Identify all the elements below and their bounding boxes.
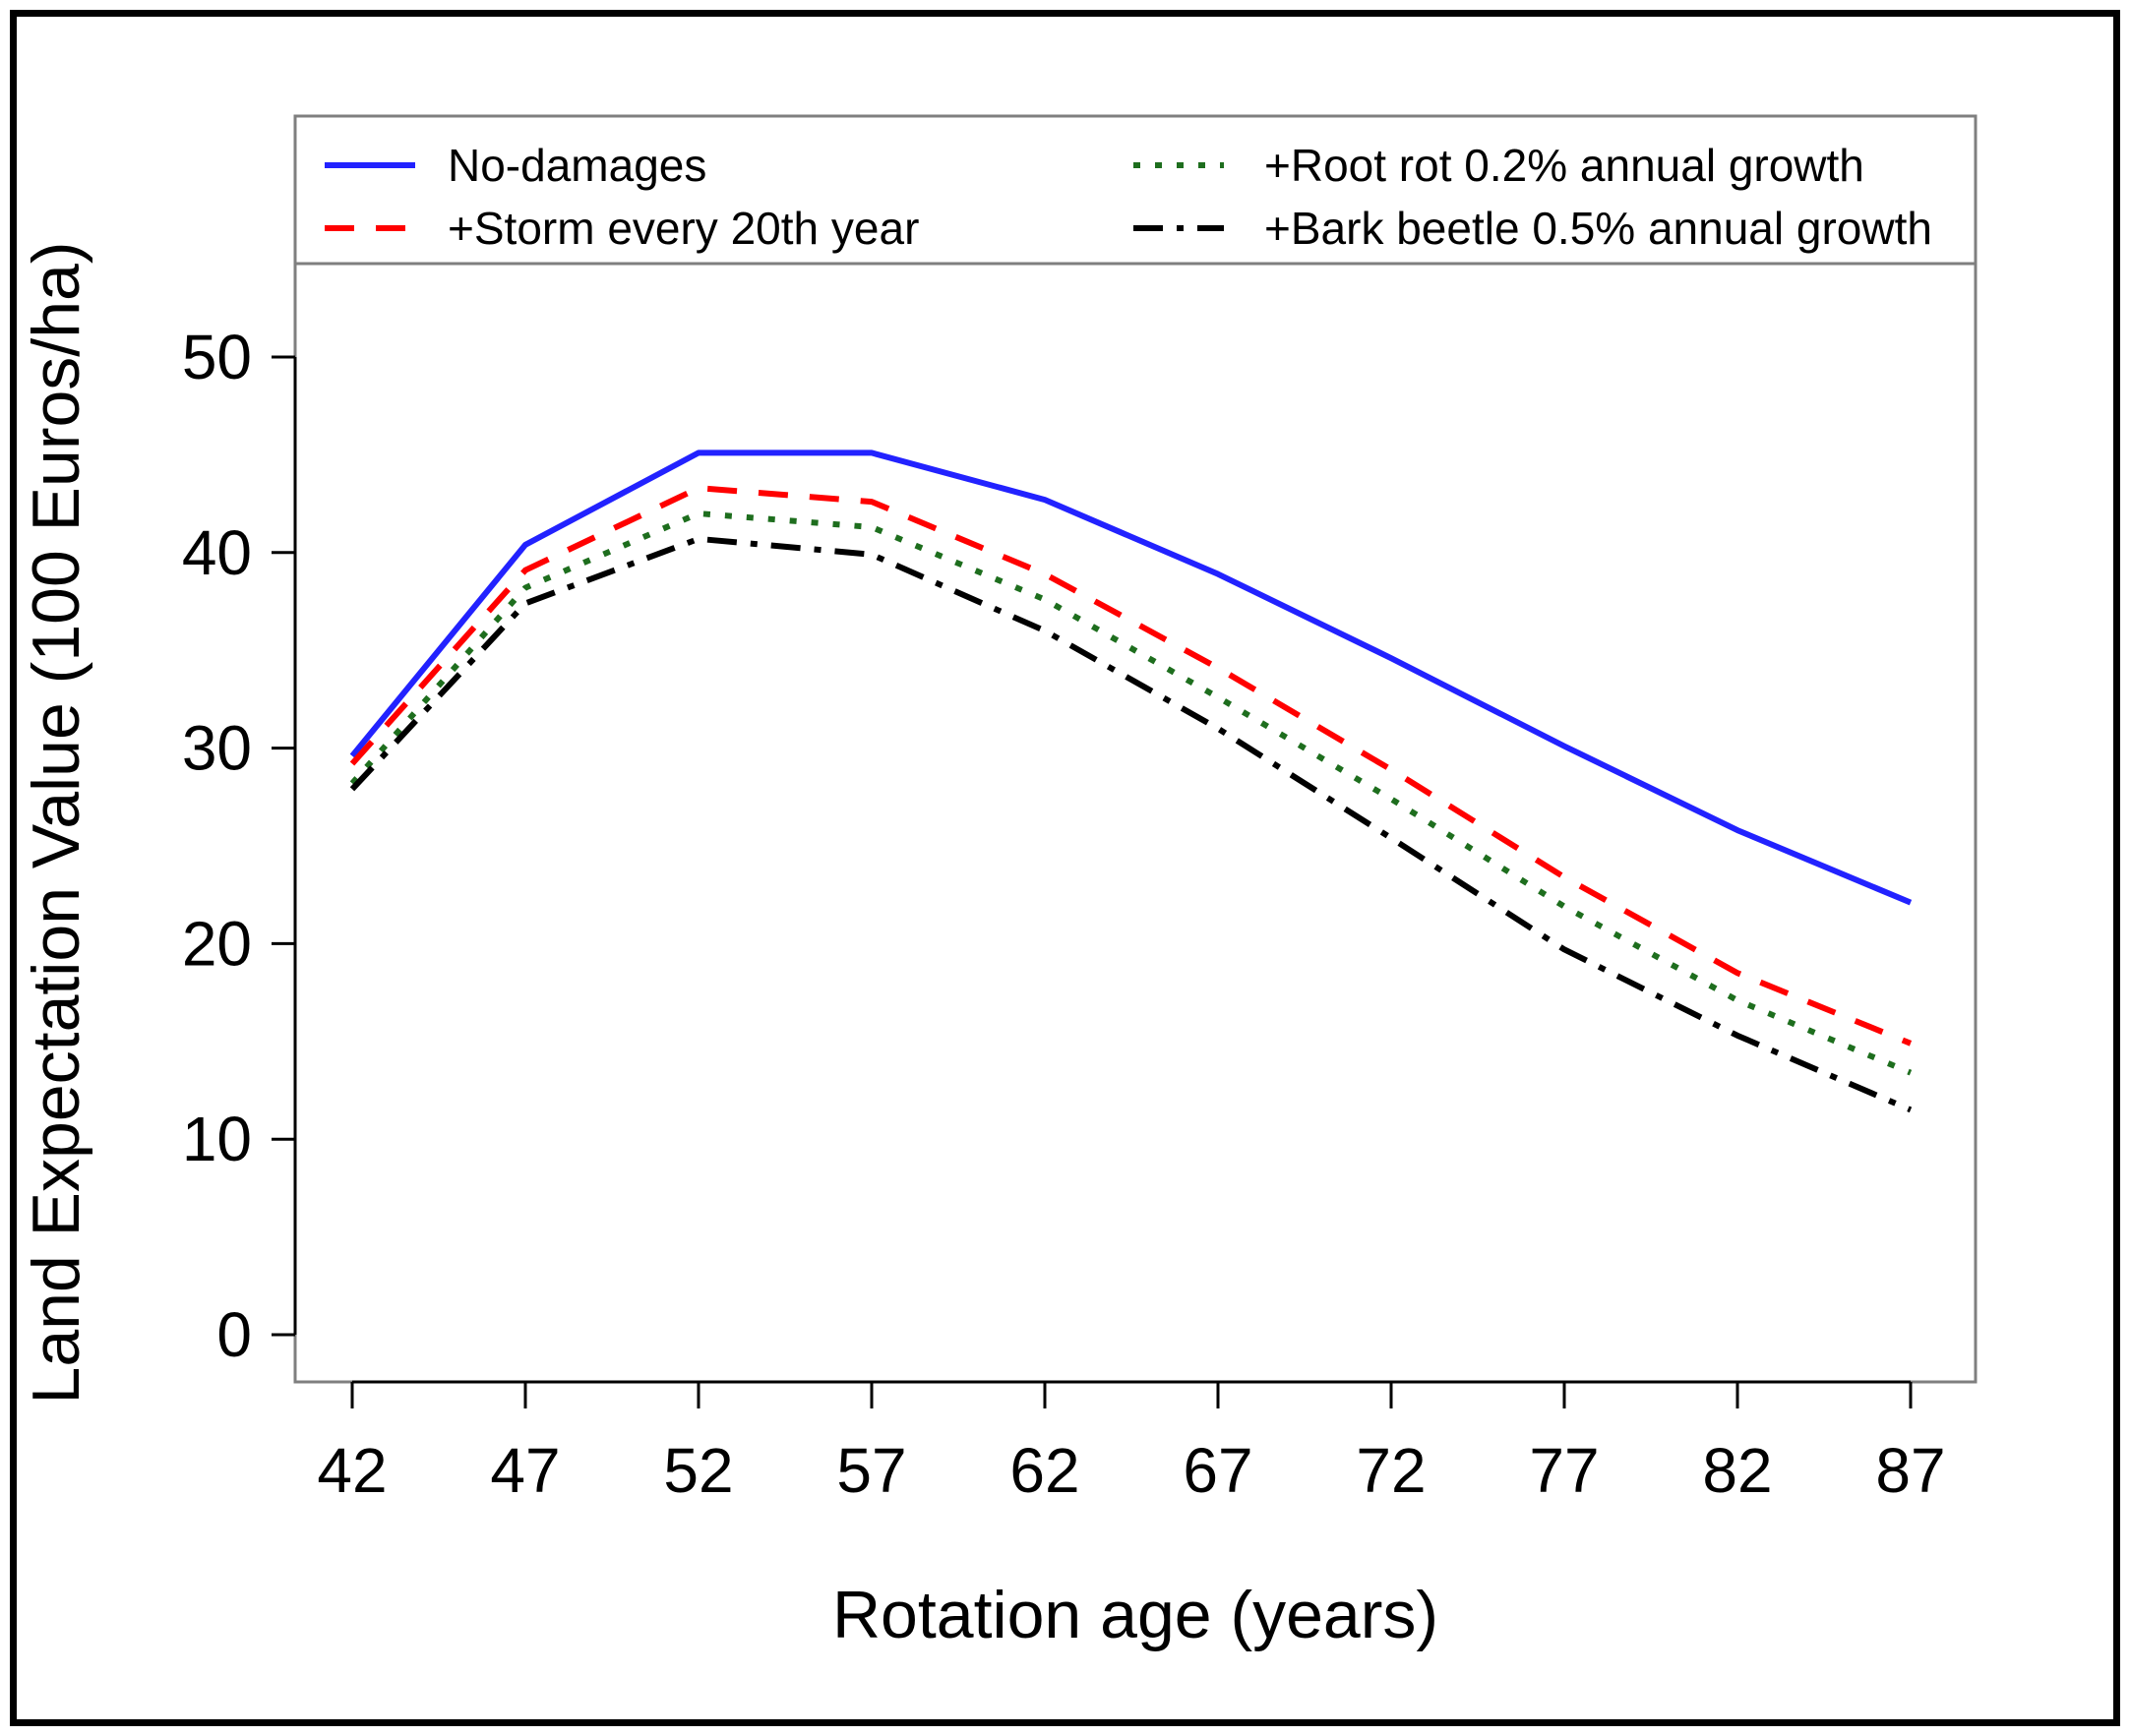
x-tick-label: 52 [663,1435,733,1506]
x-tick-label: 62 [1009,1435,1079,1506]
x-tick-label: 77 [1529,1435,1599,1506]
legend-label-0: No-damages [448,140,706,191]
series-line-2 [349,510,1913,1076]
legend-label-2: +Root rot 0.2% annual growth [1264,140,1864,191]
x-tick-label: 87 [1875,1435,1945,1506]
y-tick-label: 20 [182,908,252,979]
x-tick-label: 67 [1183,1435,1252,1506]
y-tick-label: 30 [182,713,252,784]
legend-box [293,114,1978,266]
x-tick-label: 57 [836,1435,906,1506]
legend-label-3: +Bark beetle 0.5% annual growth [1264,203,1932,254]
series-line-3 [349,535,1913,1113]
x-tick-label: 42 [317,1435,387,1506]
x-tick-label: 72 [1356,1435,1426,1506]
figure-frame [10,10,2120,1726]
x-tick-label: 47 [490,1435,560,1506]
legend-label-1: +Storm every 20th year [448,203,919,254]
y-tick-label: 0 [216,1299,252,1370]
series-line-0 [349,449,1913,906]
y-tick-label: 40 [182,517,252,588]
x-tick-label: 82 [1702,1435,1772,1506]
x-axis-title: Rotation age (years) [832,1578,1438,1652]
y-tick-label: 10 [182,1104,252,1174]
series-line-1 [349,485,1913,1047]
y-tick-label: 50 [182,322,252,392]
y-axis-title: Land Expectation Value (100 Euros/ha) [19,242,93,1405]
